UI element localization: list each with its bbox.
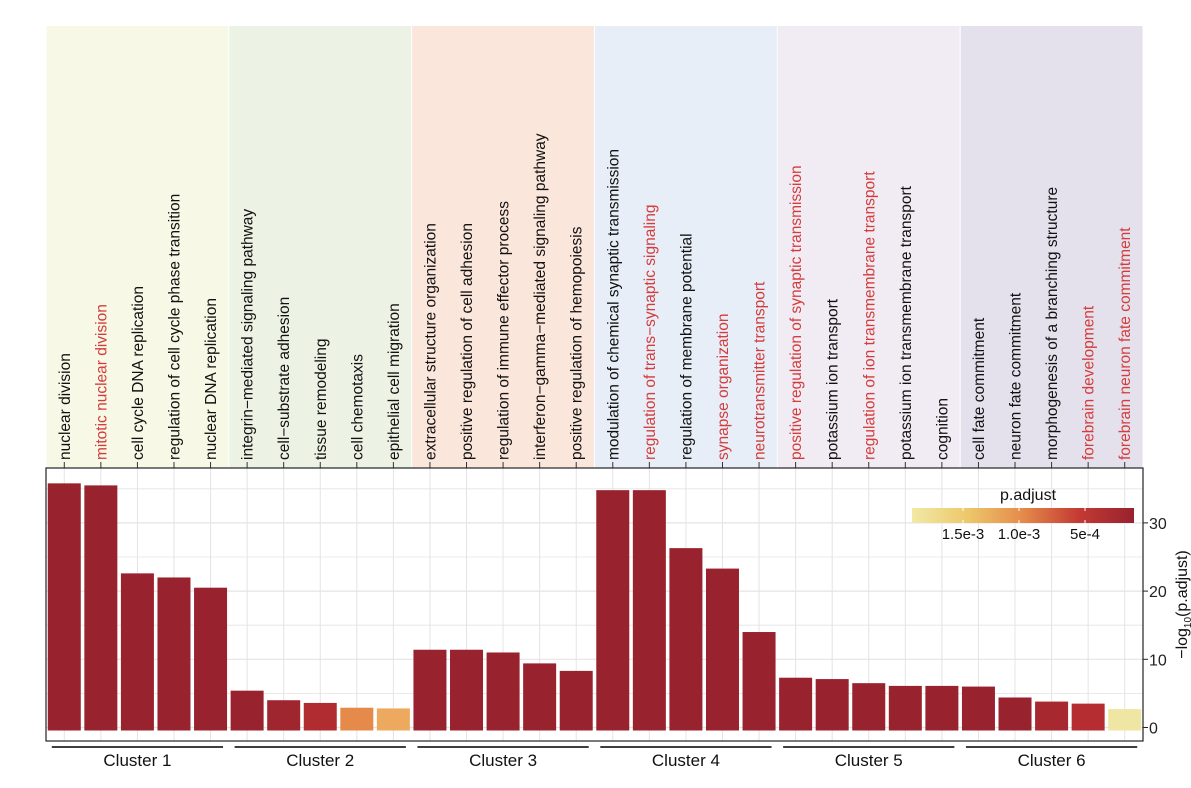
y-axis-label: −log10(p.adjust) — [1174, 550, 1191, 659]
term-label: regulation of cell cycle phase transitio… — [166, 194, 183, 460]
cluster-label: Cluster 3 — [469, 751, 537, 770]
term-label: regulation of trans−synaptic signaling — [642, 205, 659, 460]
bar — [1035, 701, 1069, 731]
bar — [1071, 703, 1105, 731]
bar — [632, 490, 666, 731]
cluster-panel-bg — [777, 26, 960, 468]
bar — [1108, 709, 1142, 731]
bar — [815, 679, 849, 731]
bar — [84, 485, 118, 731]
term-label: positive regulation of cell adhesion — [459, 223, 476, 460]
term-label: interferon−gamma−mediated signaling path… — [532, 133, 549, 460]
term-label: regulation of membrane potential — [678, 233, 695, 460]
bar — [303, 702, 337, 731]
term-label: forebrain development — [1081, 305, 1098, 460]
bar — [486, 652, 520, 731]
legend-colorbar — [912, 508, 1134, 523]
bar — [742, 632, 776, 731]
term-label: tissue remodeling — [313, 339, 330, 460]
bar — [888, 685, 922, 731]
bar — [340, 707, 374, 731]
y-tick-label: 0 — [1149, 721, 1158, 738]
term-label: cell chemotaxis — [349, 354, 366, 460]
bar — [998, 697, 1032, 731]
cluster-panel-bg — [412, 26, 594, 468]
term-label: mitotic nuclear division — [93, 304, 110, 460]
term-label: potassium ion transport — [825, 298, 842, 460]
y-tick-label: 20 — [1149, 584, 1167, 601]
term-label: cell cycle DNA replication — [130, 286, 147, 460]
legend-tick-label: 5e-4 — [1070, 526, 1100, 543]
term-label: positive regulation of hemopoiesis — [569, 226, 586, 460]
bar — [559, 670, 593, 731]
term-label: morphogenesis of a branching structure — [1044, 187, 1061, 460]
bar — [413, 649, 447, 731]
bar — [779, 677, 813, 731]
bar — [120, 573, 154, 731]
term-label: cell−substrate adhesion — [276, 297, 293, 460]
cluster-panel-bg — [46, 26, 229, 468]
cluster-panels: nuclear division mitotic nuclear division… — [46, 26, 1143, 468]
term-label: potassium ion transmembrane transport — [898, 185, 915, 460]
term-label: integrin−mediated signaling pathway — [240, 209, 257, 460]
cluster-label: Cluster 1 — [103, 751, 171, 770]
cluster-labels: Cluster 1 Cluster 2 Cluster 3 Cluster 4 Clus… — [51, 746, 1138, 770]
bar — [852, 683, 886, 731]
plot-area — [45, 467, 1144, 742]
legend-tick-label: 1.0e-3 — [998, 526, 1041, 543]
cluster-label: Cluster 2 — [286, 751, 354, 770]
bar — [230, 690, 264, 731]
cluster-label: Cluster 5 — [835, 751, 903, 770]
bar — [705, 568, 739, 731]
term-label: extracellular structure organization — [422, 223, 439, 460]
term-label: neurotransmitter transport — [752, 281, 769, 460]
cluster-panel-bg — [595, 26, 777, 468]
y-axis: 0 10 20 30 −log10(p.adjust) — [1143, 516, 1191, 738]
bar — [596, 490, 630, 731]
term-label: modulation of chemical synaptic transmis… — [605, 149, 622, 460]
term-label: nuclear DNA replication — [203, 298, 220, 460]
term-label: cognition — [934, 398, 951, 460]
bar — [450, 649, 484, 731]
bar — [194, 587, 228, 731]
legend: p.adjust 1.5e-3 1.0e-3 5e-4 — [912, 487, 1134, 543]
term-label: regulation of immune effector process — [496, 201, 513, 460]
cluster-panel-bg — [960, 26, 1143, 468]
term-label: positive regulation of synaptic transmis… — [788, 165, 805, 460]
term-label: regulation of ion transmembrane transpor… — [861, 171, 878, 460]
y-tick-label: 10 — [1149, 652, 1167, 669]
bar — [669, 548, 703, 731]
bar — [267, 700, 301, 731]
bar — [523, 663, 557, 731]
bar — [157, 577, 191, 731]
bar — [961, 686, 995, 731]
plot-border — [45, 467, 1144, 742]
term-label: nuclear division — [57, 353, 74, 460]
term-label: synapse organization — [715, 314, 732, 461]
cluster-label: Cluster 4 — [652, 751, 720, 770]
cluster-panel-bg — [229, 26, 412, 468]
bar — [47, 483, 81, 731]
y-tick-label: 30 — [1149, 516, 1167, 533]
legend-title: p.adjust — [1000, 487, 1057, 504]
term-label: cell fate commitment — [971, 317, 988, 460]
term-label: forebrain neuron fate commitment — [1117, 227, 1134, 460]
term-label: epithelial cell migration — [386, 303, 403, 460]
legend-tick-label: 1.5e-3 — [942, 526, 985, 543]
bar — [376, 708, 410, 731]
term-label: neuron fate commitment — [1008, 292, 1025, 460]
cluster-label: Cluster 6 — [1018, 751, 1086, 770]
bar — [925, 685, 959, 731]
